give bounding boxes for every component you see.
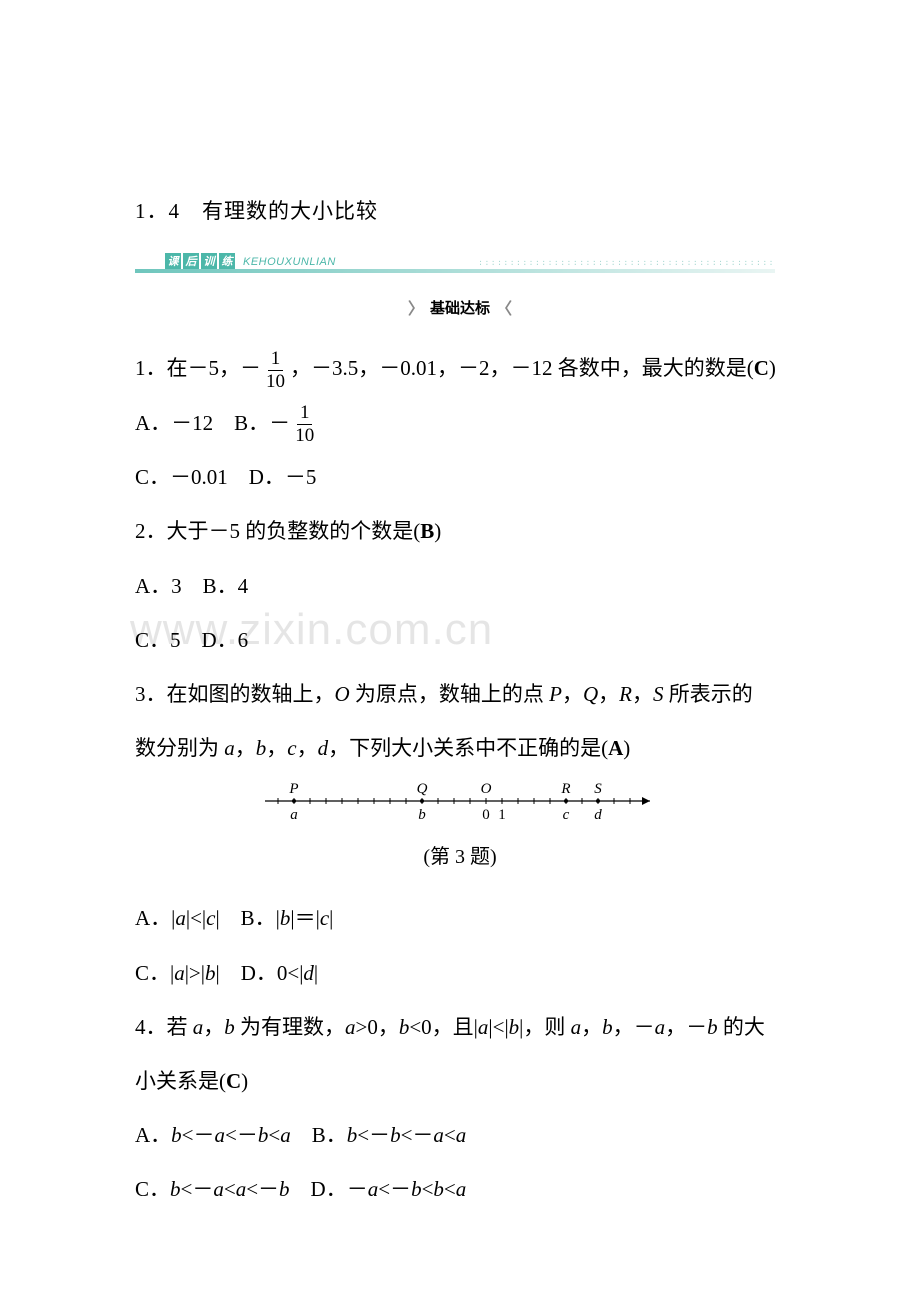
q1-options-cd: C．－0.01 D．－5 <box>135 454 785 500</box>
svg-text:S: S <box>594 781 602 797</box>
q2-options-ab: A．3 B．4 <box>135 563 785 609</box>
svg-text:P: P <box>288 781 298 797</box>
fraction: 110 <box>263 349 288 392</box>
q3-options-ab: A．|a|<|c| B．|b|＝|c| <box>135 895 785 941</box>
banner-underline <box>135 269 775 273</box>
angle-left-icon: 〉 <box>408 295 424 319</box>
q4-stem-line2: 小关系是(C) <box>135 1058 785 1104</box>
svg-text:R: R <box>560 781 570 797</box>
subhead-text: 基础达标 <box>430 297 490 318</box>
q3-caption: (第 3 题) <box>135 840 785 869</box>
q3-number-line: P Q O R S a b 0 1 c d <box>135 779 785 830</box>
q3-options-cd: C．|a|>|b| D．0<|d| <box>135 950 785 996</box>
section-title: 1．4 有理数的大小比较 <box>135 195 785 225</box>
banner-pinyin: KEHOUXUNLIAN <box>243 256 336 269</box>
q2-answer: B <box>420 519 434 543</box>
q2-options-cd: C．5 D．6 <box>135 617 785 663</box>
svg-text:0: 0 <box>482 807 490 823</box>
banner-dots: ::::::::::::::::::::::::::::::::::::::::… <box>478 258 775 267</box>
svg-text:O: O <box>481 781 492 797</box>
banner-chars: 课 后 训 练 <box>165 253 235 269</box>
q4-answer: C <box>226 1069 241 1093</box>
q4-options-cd: C．b<－a<a<－b D．－a<－b<b<a <box>135 1166 785 1212</box>
svg-text:a: a <box>290 807 298 823</box>
banner-char: 练 <box>219 253 235 269</box>
q4-stem-line1: 4．若 a，b 为有理数，a>0，b<0，且|a|<|b|，则 a，b，－a，－… <box>135 1004 785 1050</box>
subhead: 〉 基础达标 〈 <box>135 295 785 319</box>
angle-right-icon: 〈 <box>496 295 512 319</box>
fraction: 110 <box>292 403 317 446</box>
q2-stem: 2．大于－5 的负整数的个数是(B) <box>135 508 785 554</box>
q4-options-ab: A．b<－a<－b<a B．b<－b<－a<a <box>135 1112 785 1158</box>
q1-text: ，－3.5，－0.01，－2，－12 各数中，最大的数是( <box>290 356 754 380</box>
banner-char: 后 <box>183 253 199 269</box>
q1-options-ab: A．－12 B．－110 <box>135 400 785 447</box>
banner-char: 训 <box>201 253 217 269</box>
q1-answer: C <box>754 356 769 380</box>
svg-text:1: 1 <box>498 807 506 823</box>
q1-stem: 1．在－5，－110，－3.5，－0.01，－2，－12 各数中，最大的数是(C… <box>135 345 785 392</box>
svg-text:d: d <box>594 807 602 823</box>
kehou-banner: 课 后 训 练 KEHOUXUNLIAN :::::::::::::::::::… <box>135 247 775 273</box>
q3-answer: A <box>608 736 623 760</box>
q1-text: 1．在－5，－ <box>135 356 261 380</box>
svg-text:c: c <box>563 807 570 823</box>
svg-text:Q: Q <box>417 781 428 797</box>
svg-text:b: b <box>418 807 426 823</box>
q3-stem-line2: 数分别为 a，b，c，d，下列大小关系中不正确的是(A) <box>135 725 785 771</box>
banner-char: 课 <box>165 253 181 269</box>
q3-stem-line1: 3．在如图的数轴上，O 为原点，数轴上的点 P，Q，R，S 所表示的 <box>135 671 785 717</box>
